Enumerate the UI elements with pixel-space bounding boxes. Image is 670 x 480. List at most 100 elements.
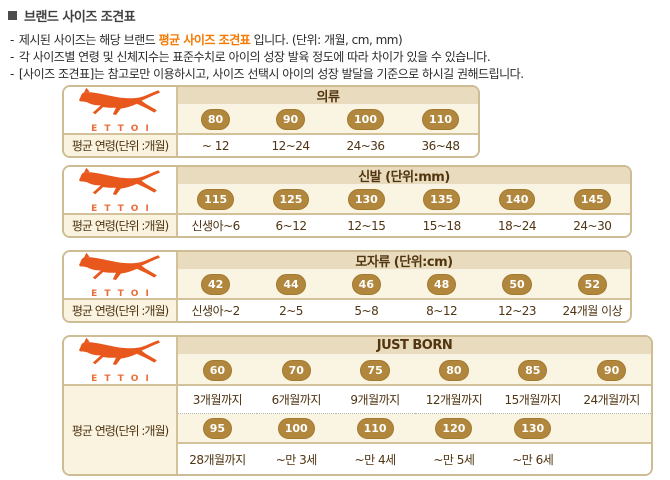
size-badge: 130 — [514, 417, 552, 439]
size-badge-cell: 120 — [414, 414, 494, 444]
page-title: 브랜드 사이즈 조견표 — [6, 6, 666, 25]
size-badge: 75 — [360, 359, 390, 381]
note-dash: - — [10, 50, 14, 64]
size-badge-cell: 80 — [414, 356, 494, 386]
size-badge-cell: 115 — [178, 186, 254, 215]
age-cell: 36~48 — [403, 135, 478, 156]
size-badge-cell: 48 — [404, 271, 480, 300]
size-badge-cell: 100 — [256, 414, 336, 444]
age-cell: 24개월까지 — [572, 386, 651, 414]
age-cell: 12~24 — [253, 135, 328, 156]
age-cell: 6개월까지 — [256, 386, 336, 414]
size-badge-cell: 140 — [479, 186, 555, 215]
size-badge-cell: 95 — [178, 414, 257, 444]
brand-logo: ETTOI — [64, 337, 178, 386]
age-cell: 24~36 — [328, 135, 403, 156]
row-label: 평균 연령(단위 :개월) — [64, 135, 178, 156]
size-badge: 115 — [197, 189, 235, 210]
age-cell: 24~30 — [554, 215, 630, 236]
size-badge: 80 — [200, 109, 231, 130]
size-badge: 125 — [272, 189, 310, 210]
size-badge: 85 — [518, 359, 548, 381]
note-text: 제시된 사이즈는 해당 브랜드 — [18, 33, 159, 47]
size-badge-cell: 50 — [479, 271, 555, 300]
size-badge: 95 — [202, 417, 233, 439]
age-cell: 5~8 — [328, 300, 404, 321]
size-badge-cell: 75 — [335, 356, 415, 386]
horse-icon — [76, 252, 164, 288]
horse-icon — [76, 87, 164, 123]
size-badge-cell-empty — [572, 414, 651, 444]
size-badge: 48 — [427, 274, 457, 295]
note-text: 각 사이즈별 연령 및 신체지수는 표준수치로 아이의 성장 발육 정도에 따라… — [18, 50, 491, 64]
size-badge-cell: 125 — [253, 186, 329, 215]
table-title: 신발 (단위:mm) — [178, 167, 630, 186]
size-badge: 70 — [281, 359, 311, 381]
brand-name: ETTOI — [91, 288, 156, 299]
notes: - 제시된 사이즈는 해당 브랜드 평균 사이즈 조견표 입니다. (단위: 개월… — [10, 32, 666, 83]
size-badge-cell: 46 — [328, 271, 404, 300]
size-badge: 44 — [276, 274, 306, 295]
age-cell: 6~12 — [253, 215, 329, 236]
age-cell: 신생아~6 — [178, 215, 254, 236]
size-table-shoes: ETTOI 신발 (단위:mm) 115 125 130 135 140 145… — [62, 165, 632, 238]
note-line: -각 사이즈별 연령 및 신체지수는 표준수치로 아이의 성장 발육 정도에 따… — [10, 49, 666, 66]
size-badge: 110 — [422, 109, 459, 130]
size-badge: 50 — [502, 274, 532, 295]
size-badge: 60 — [202, 359, 233, 381]
size-badge-cell: 130 — [328, 186, 404, 215]
size-badge: 52 — [577, 274, 607, 295]
age-cell: 8~12 — [404, 300, 480, 321]
row-label: 평균 연령(단위 :개월) — [64, 300, 178, 321]
age-cell-empty — [572, 444, 651, 474]
horse-icon — [76, 337, 164, 373]
note-dash: - — [10, 67, 14, 81]
age-cell: 9개월까지 — [335, 386, 415, 414]
size-badge-cell: 100 — [328, 106, 403, 135]
size-badge-cell: 80 — [178, 106, 253, 135]
size-table-just-born: ETTOI JUST BORN 60 70 75 80 85 90 평균 연령(… — [62, 335, 653, 476]
age-cell: ~만 5세 — [414, 444, 494, 474]
table-title: 모자류 (단위:cm) — [178, 252, 630, 271]
age-cell: ~만 3세 — [256, 444, 336, 474]
age-cell: 2~5 — [253, 300, 329, 321]
age-cell: 18~24 — [479, 215, 555, 236]
note-text: 입니다. (단위: 개월, cm, mm) — [250, 33, 403, 47]
note-highlight: 평균 사이즈 조견표 — [158, 33, 251, 47]
size-badge: 100 — [277, 417, 315, 439]
size-badge-cell: 90 — [572, 356, 651, 386]
size-badge-cell: 130 — [493, 414, 573, 444]
size-badge: 135 — [423, 189, 461, 210]
row-label: 평균 연령(단위 :개월) — [64, 215, 178, 236]
size-badge: 145 — [573, 189, 611, 210]
brand-name: ETTOI — [91, 374, 156, 384]
size-badge-cell: 42 — [178, 271, 254, 300]
age-cell: 28개월까지 — [178, 444, 257, 474]
size-badge: 100 — [347, 109, 384, 130]
age-cell: ~만 4세 — [335, 444, 415, 474]
age-cell: 12~15 — [328, 215, 404, 236]
note-dash: - — [10, 33, 14, 47]
size-badge: 120 — [435, 417, 473, 439]
page-header: 브랜드 사이즈 조견표 - 제시된 사이즈는 해당 브랜드 평균 사이즈 조견표 … — [6, 6, 666, 83]
size-table-hats: ETTOI 모자류 (단위:cm) 42 44 46 48 50 52 평균 연… — [62, 250, 632, 323]
size-badge: 140 — [498, 189, 536, 210]
note-text: [사이즈 조견표]는 참고로만 이용하시고, 사이즈 선택시 아이의 성장 발달… — [18, 67, 524, 81]
age-cell: 신생아~2 — [178, 300, 254, 321]
size-badge-cell: 90 — [253, 106, 328, 135]
size-badge: 90 — [275, 109, 306, 130]
size-badge: 90 — [596, 359, 627, 381]
size-badge-cell: 135 — [404, 186, 480, 215]
size-table-clothing: ETTOI 의류 80 90 100 110 평균 연령(단위 :개월) ~ 1… — [62, 85, 480, 158]
brand-logo: ETTOI — [64, 87, 178, 135]
row-label: 평균 연령(단위 :개월) — [64, 386, 178, 474]
size-badge: 130 — [347, 189, 385, 210]
size-badge: 110 — [356, 417, 394, 439]
age-cell: 24개월 이상 — [554, 300, 630, 321]
note-line: - [사이즈 조견표]는 참고로만 이용하시고, 사이즈 선택시 아이의 성장 발… — [10, 66, 666, 83]
size-badge-cell: 110 — [403, 106, 478, 135]
age-cell: ~ 12 — [178, 135, 253, 156]
brand-logo: ETTOI — [64, 252, 178, 300]
age-cell: ~만 6세 — [493, 444, 573, 474]
age-cell: 3개월까지 — [178, 386, 257, 414]
